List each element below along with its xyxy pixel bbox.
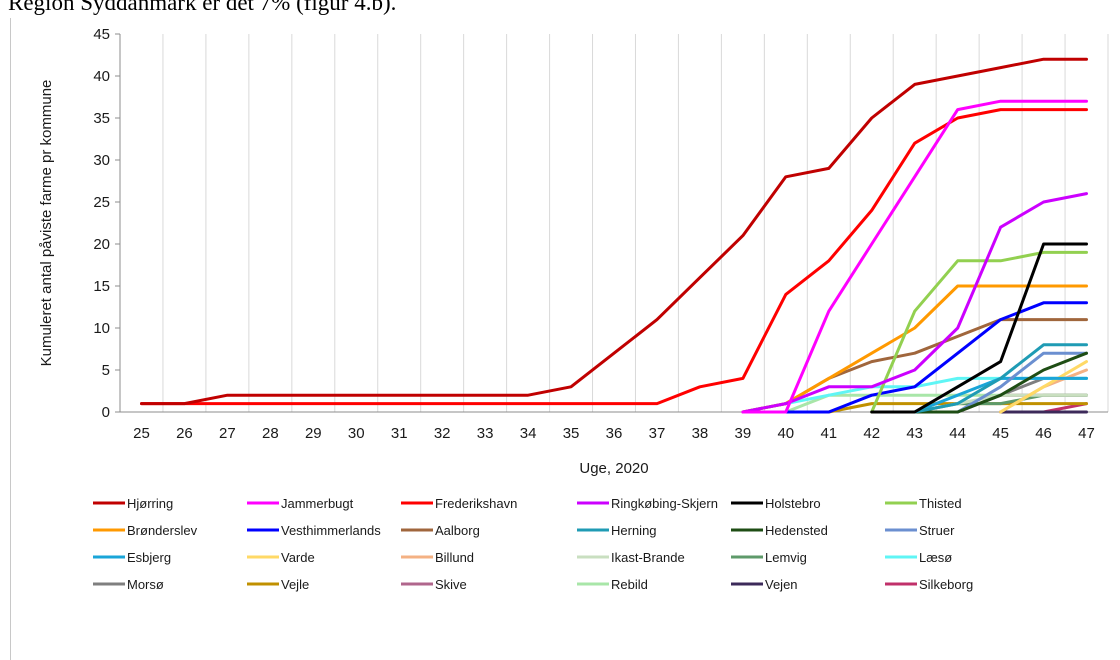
y-tick-label: 25	[93, 194, 110, 211]
y-tick-label: 35	[93, 110, 110, 127]
legend-label: Vejle	[281, 577, 309, 592]
x-tick-label: 44	[949, 425, 966, 442]
x-tick-label: 30	[348, 425, 365, 442]
x-tick-label: 26	[176, 425, 193, 442]
series-line-jammerbugt	[741, 99, 1088, 414]
x-tick-label: 40	[777, 425, 794, 442]
legend-label: Vesthimmerlands	[281, 523, 381, 538]
x-tick-label: 25	[133, 425, 150, 442]
y-axis-title: Kumuleret antal påviste farme pr kommune	[38, 80, 55, 367]
y-tick-label: 15	[93, 278, 110, 295]
x-tick-label: 27	[219, 425, 236, 442]
series-lines	[140, 57, 1088, 414]
legend-label: Lemvig	[765, 550, 807, 565]
series-line-holstebro	[870, 242, 1088, 414]
y-tick-label: 20	[93, 236, 110, 253]
series-line-thisted	[870, 250, 1088, 414]
legend-label: Holstebro	[765, 496, 821, 511]
x-tick-label: 39	[735, 425, 752, 442]
y-tick-label: 40	[93, 68, 110, 85]
x-tick-label: 45	[992, 425, 1009, 442]
page-border	[10, 18, 11, 660]
x-tick-label: 29	[305, 425, 322, 442]
x-tick-label: 42	[863, 425, 880, 442]
legend-label: Billund	[435, 550, 474, 565]
x-tick-label: 35	[563, 425, 580, 442]
legend-label: Struer	[919, 523, 955, 538]
legend-label: Brønderslev	[127, 523, 198, 538]
tick-labels: 0 5 10 15 20 25 30 35 40 45 25 26 27 28 29 30 31 32 33 34 35…	[93, 26, 1095, 442]
series-line-vesthimmerlands	[784, 301, 1088, 414]
y-tick-label: 10	[93, 320, 110, 337]
legend-label: Frederikshavn	[435, 496, 517, 511]
series-line-hedensted	[913, 351, 1088, 414]
legend-label: Ikast-Brande	[611, 550, 685, 565]
x-tick-label: 46	[1035, 425, 1052, 442]
legend-label: Esbjerg	[127, 550, 171, 565]
legend-label: Jammerbugt	[281, 496, 354, 511]
intro-text: Region Syddanmark er det 7% (figur 4.b).	[8, 0, 397, 15]
series-line-varde	[999, 360, 1088, 414]
x-tick-label: 41	[820, 425, 837, 442]
x-tick-label: 47	[1078, 425, 1095, 442]
series-line-herning	[913, 343, 1088, 414]
y-tick-label: 0	[102, 404, 110, 421]
legend-label: Rebild	[611, 577, 648, 592]
legend-label: Ringkøbing-Skjern	[611, 496, 718, 511]
legend-label: Skive	[435, 577, 467, 592]
legend: Hjørring Jammerbugt Frederikshavn Ringkøbin…	[93, 496, 973, 592]
legend-label: Thisted	[919, 496, 962, 511]
x-tick-label: 37	[649, 425, 666, 442]
legend-label: Læsø	[919, 550, 952, 565]
legend-label: Varde	[281, 550, 315, 565]
series-line-hjørring	[140, 57, 1088, 406]
series-line-struer	[956, 351, 1088, 414]
x-tick-label: 28	[262, 425, 279, 442]
x-tick-label: 32	[434, 425, 451, 442]
legend-label: Aalborg	[435, 523, 480, 538]
legend-label: Morsø	[127, 577, 164, 592]
gridlines	[119, 34, 1109, 412]
y-tick-label: 5	[102, 362, 110, 379]
legend-label: Silkeborg	[919, 577, 973, 592]
x-tick-label: 38	[692, 425, 709, 442]
series-line-ringkøbing-skjern	[741, 192, 1088, 414]
x-tick-label: 34	[520, 425, 537, 442]
y-tick-label: 30	[93, 152, 110, 169]
x-tick-label: 36	[606, 425, 623, 442]
x-axis-title: Uge, 2020	[579, 460, 648, 477]
legend-label: Hjørring	[127, 496, 173, 511]
x-tick-label: 31	[391, 425, 408, 442]
series-line-frederikshavn	[140, 108, 1088, 406]
legend-label: Vejen	[765, 577, 798, 592]
x-tick-label: 43	[906, 425, 923, 442]
legend-label: Hedensted	[765, 523, 828, 538]
y-tick-label: 45	[93, 26, 110, 43]
legend-label: Herning	[611, 523, 657, 538]
x-tick-label: 33	[477, 425, 494, 442]
